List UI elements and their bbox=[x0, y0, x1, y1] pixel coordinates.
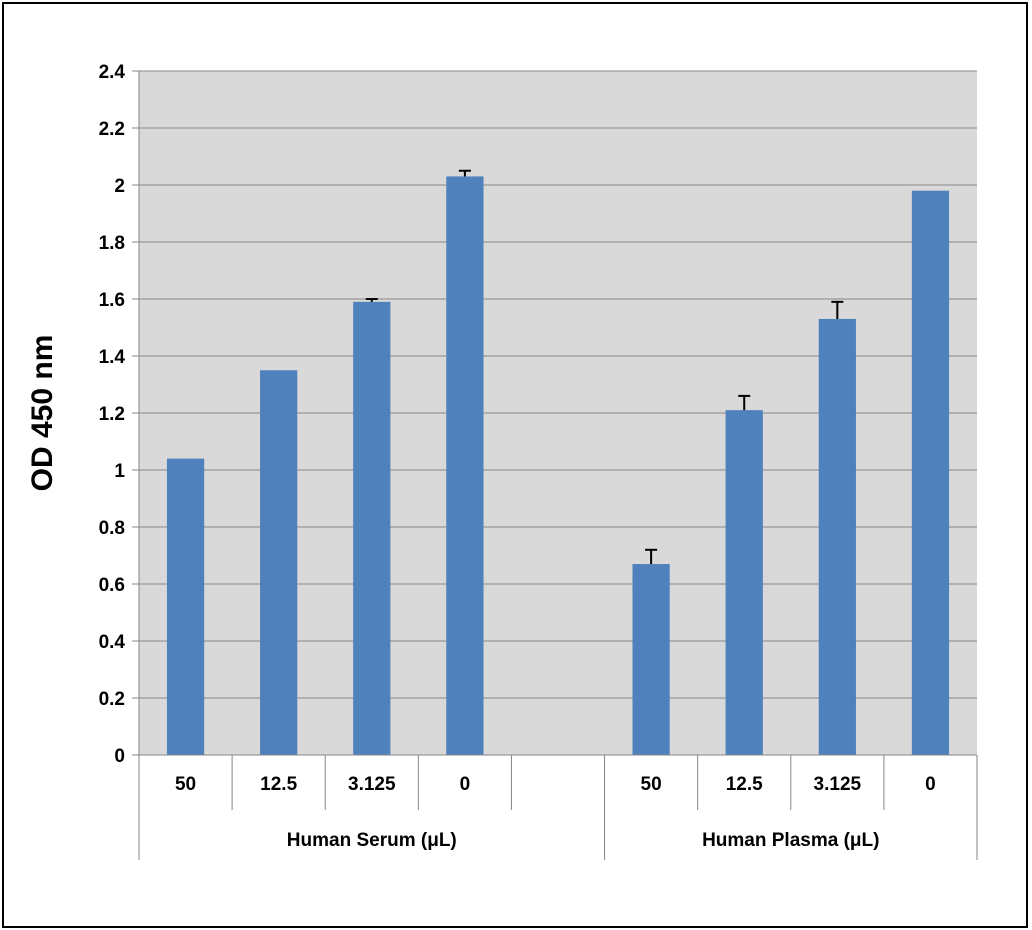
x-tick-label: 3.125 bbox=[814, 774, 862, 795]
bar bbox=[260, 370, 298, 755]
y-tick-label: 2.4 bbox=[99, 62, 126, 83]
x-tick-label: 12.5 bbox=[260, 774, 297, 795]
bars bbox=[166, 176, 950, 755]
y-axis-title: OD 450 nm bbox=[26, 335, 59, 492]
y-tick-label: 0 bbox=[114, 746, 125, 767]
y-tick-label: 1.4 bbox=[99, 347, 126, 368]
y-tick-label: 0.8 bbox=[99, 518, 125, 539]
y-tick-labels: 0 0.2 0.4 0.6 0.8 1 1.2 1.4 1.6 1.8 2 2.2 2.4 bbox=[99, 62, 126, 767]
error-bars bbox=[365, 169, 844, 565]
y-tick-label: 1.8 bbox=[99, 233, 125, 254]
bar bbox=[353, 301, 391, 755]
y-tick-label: 2 bbox=[114, 176, 125, 197]
bar bbox=[911, 190, 950, 755]
x-tick-label: 12.5 bbox=[726, 774, 763, 795]
bar-chart: 0 0.2 0.4 0.6 0.8 1 1.2 1.4 1.6 1.8 2 2.2 2.4 50 12.5… bbox=[26, 62, 978, 860]
x-group-label: Human Serum (μL) bbox=[287, 830, 457, 851]
bar bbox=[166, 458, 205, 755]
x-tick-label: 0 bbox=[460, 774, 471, 795]
x-tick-label: 3.125 bbox=[348, 774, 396, 795]
x-tick-label: 50 bbox=[641, 774, 662, 795]
y-tick-label: 2.2 bbox=[99, 119, 125, 140]
y-tick-label: 0.2 bbox=[99, 689, 125, 710]
x-axis: 50 12.5 3.125 0 50 12.5 3.125 0 Human Serum (μL)… bbox=[138, 754, 978, 860]
x-group-label: Human Plasma (μL) bbox=[702, 830, 879, 851]
y-tick-label: 1.6 bbox=[99, 290, 125, 311]
y-tick-label: 1.2 bbox=[99, 404, 125, 425]
bar bbox=[632, 564, 670, 755]
bar bbox=[818, 318, 856, 755]
y-tick-label: 0.4 bbox=[99, 632, 126, 653]
y-tick-label: 1 bbox=[114, 461, 125, 482]
bar bbox=[446, 176, 484, 755]
y-tick-label: 0.6 bbox=[99, 575, 125, 596]
bar bbox=[725, 410, 763, 755]
x-tick-label: 50 bbox=[175, 774, 196, 795]
x-tick-label: 0 bbox=[925, 774, 936, 795]
